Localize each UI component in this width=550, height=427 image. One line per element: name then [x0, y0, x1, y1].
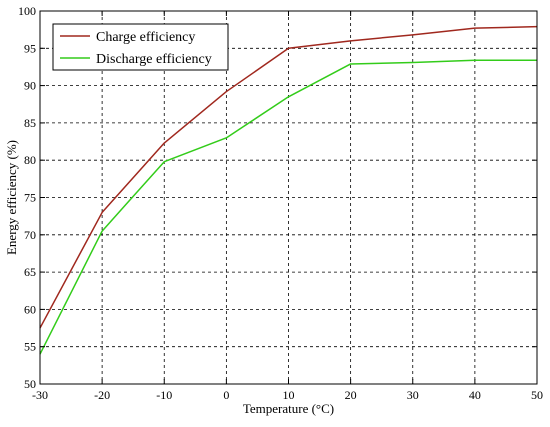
y-tick-label: 95 [24, 41, 36, 55]
y-tick-label: 60 [24, 302, 36, 316]
x-tick-label: -20 [94, 388, 110, 402]
x-tick-label: 50 [531, 388, 543, 402]
y-tick-label: 75 [24, 191, 36, 205]
y-tick-label: 50 [24, 377, 36, 391]
y-tick-label: 70 [24, 228, 36, 242]
legend-label-charge: Charge efficiency [96, 30, 195, 45]
y-tick-label: 55 [24, 340, 36, 354]
x-tick-label: 10 [283, 388, 295, 402]
x-axis-label: Temperature (°C) [243, 401, 334, 416]
legend: Charge efficiency Discharge efficiency [53, 24, 228, 70]
y-tick-label: 100 [18, 4, 36, 18]
x-tick-label: 40 [469, 388, 481, 402]
y-axis-label: Energy efficiency (%) [4, 140, 19, 255]
x-tick-label: 30 [407, 388, 419, 402]
y-tick-label: 65 [24, 265, 36, 279]
y-tick-label: 80 [24, 153, 36, 167]
x-tick-label: 0 [223, 388, 229, 402]
legend-label-discharge: Discharge efficiency [96, 52, 212, 67]
x-tick-label: -10 [156, 388, 172, 402]
y-tick-label: 85 [24, 116, 36, 130]
x-tick-label: 20 [345, 388, 357, 402]
y-tick-label: 90 [24, 79, 36, 93]
